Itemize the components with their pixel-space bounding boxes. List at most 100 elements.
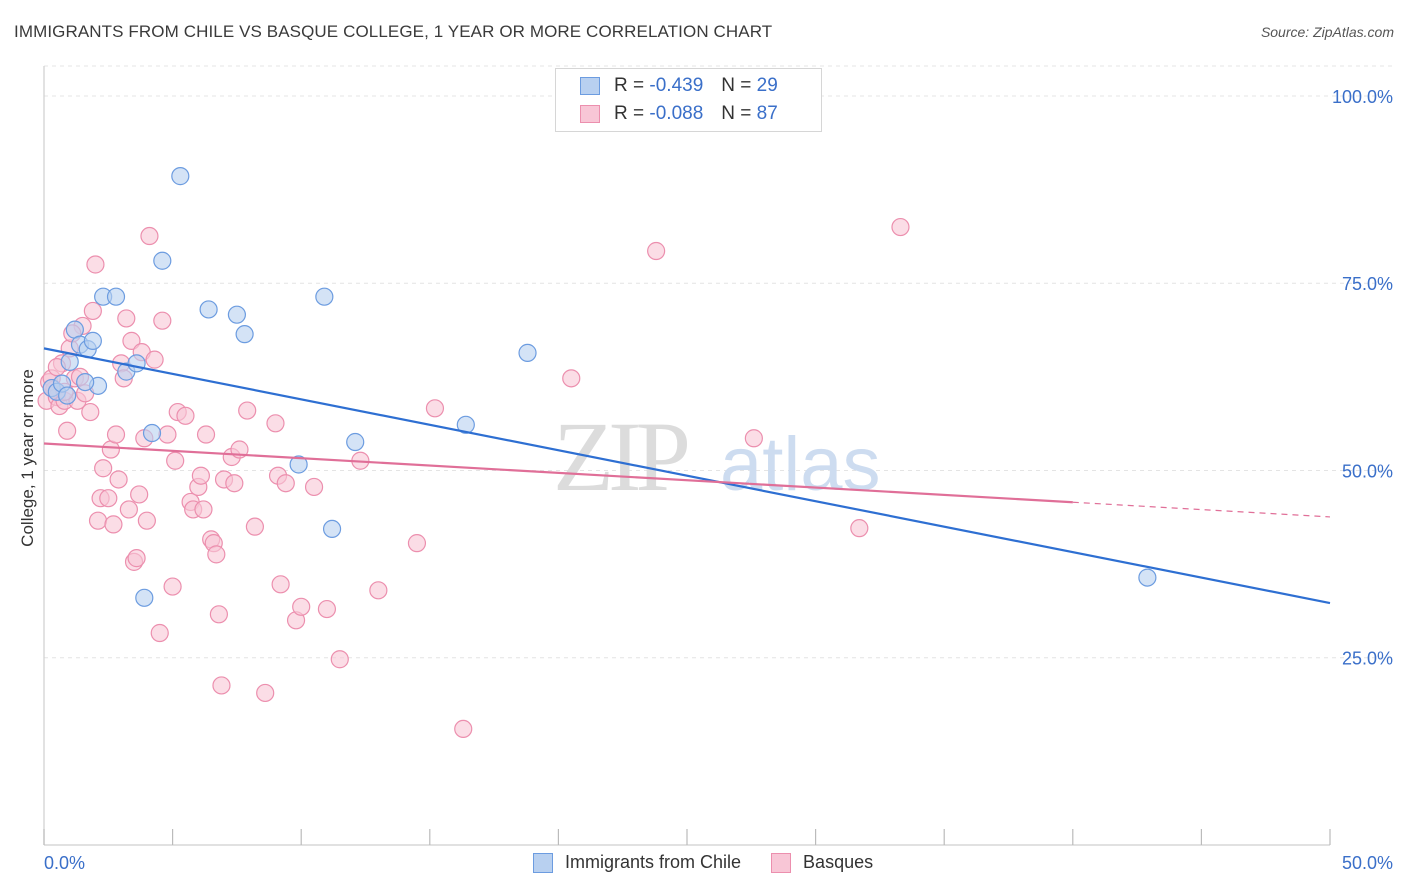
chile-trend-line: [43, 347, 1331, 605]
basque-point: [562, 369, 581, 388]
basque-point: [891, 217, 910, 237]
chile-point: [127, 354, 146, 373]
chile-point: [346, 432, 365, 452]
stats-row-basques: R = -0.088 N = 87: [580, 101, 778, 127]
stats-legend: R = -0.439 N = 29 R = -0.088 N = 87: [555, 68, 822, 132]
basque-point: [106, 425, 126, 444]
basque-point: [58, 421, 77, 440]
y-tick-label: 75.0%: [1342, 274, 1393, 294]
basque-point: [850, 519, 869, 538]
basque-point: [99, 489, 118, 508]
chile-point: [322, 519, 342, 539]
watermark-atlas: atlas: [720, 422, 881, 507]
basque-point: [158, 425, 177, 444]
basque-point: [647, 241, 666, 261]
basque-point: [196, 425, 216, 444]
y-axis-title: College, 1 year or more: [18, 369, 37, 547]
basque-point: [256, 683, 275, 703]
basque-point: [194, 500, 213, 519]
y-tick-label: 25.0%: [1342, 649, 1393, 669]
basque-point: [140, 226, 159, 246]
basque-point: [317, 599, 337, 619]
basque-point: [130, 485, 149, 504]
basque-point: [407, 534, 427, 553]
legend-label-basques: Basques: [803, 852, 874, 872]
axes: [43, 66, 1331, 846]
basque-point: [245, 517, 265, 536]
data-points: [37, 167, 1157, 738]
trend-lines: [43, 347, 1331, 605]
basque-point: [137, 511, 156, 530]
r-label: R =: [614, 103, 645, 124]
basque-point: [292, 597, 311, 616]
x-tick-label: 0.0%: [44, 853, 85, 873]
basque-point: [744, 429, 763, 448]
chile-point: [289, 455, 308, 474]
y-tick-label: 50.0%: [1342, 461, 1393, 481]
basque-trend-extension: [1072, 501, 1331, 518]
chile-point: [227, 305, 246, 324]
chile-point: [106, 287, 126, 306]
basque-point: [276, 474, 295, 493]
chile-point: [1138, 568, 1157, 587]
x-tick-label: 50.0%: [1342, 853, 1393, 873]
r-value: -0.439: [649, 75, 704, 96]
basque-point: [209, 605, 228, 624]
basque-point: [104, 515, 123, 534]
chart-title: IMMIGRANTS FROM CHILE VS BASQUE COLLEGE,…: [14, 22, 773, 41]
chile-point: [142, 423, 162, 443]
n-value: 29: [756, 75, 778, 96]
basque-point: [122, 331, 141, 350]
chile-point: [153, 251, 172, 270]
chile-point: [199, 300, 218, 319]
basque-point: [81, 402, 100, 422]
basque-point: [238, 401, 257, 420]
basque-point: [425, 399, 445, 418]
stats-row-chile: R = -0.439 N = 29: [580, 73, 778, 99]
chile-legend-swatch: [533, 852, 553, 873]
basques-legend-swatch: [771, 852, 792, 873]
legend-label-chile: Immigrants from Chile: [565, 852, 742, 872]
basque-point: [166, 451, 185, 470]
legend-item-chile[interactable]: Immigrants from Chile: [533, 852, 741, 873]
n-label: N =: [721, 103, 752, 124]
basques-swatch: [580, 105, 600, 123]
chile-point: [456, 415, 475, 434]
basque-point: [94, 459, 113, 478]
basque-point: [88, 511, 108, 530]
r-value: -0.088: [649, 103, 704, 124]
watermark-zip: ZIP: [553, 401, 687, 512]
grid-lines: [44, 65, 1392, 659]
basque-point: [127, 549, 146, 568]
basque-point: [369, 581, 388, 600]
chile-point: [58, 386, 77, 405]
basque-point: [119, 500, 138, 519]
chile-point: [135, 588, 154, 607]
basque-point: [225, 474, 244, 493]
basque-point: [153, 311, 172, 330]
basque-point: [266, 414, 285, 433]
y-tick-label: 100.0%: [1332, 87, 1393, 107]
basque-point: [207, 545, 226, 564]
basque-point: [117, 309, 136, 328]
watermark: ZIP atlas: [553, 401, 881, 512]
basque-point: [145, 350, 164, 369]
basque-point: [86, 255, 105, 274]
basque-point: [330, 650, 349, 669]
basque-point: [83, 301, 102, 321]
tick-labels: 25.0% 50.0% 75.0% 100.0% 0.0% 50.0%: [44, 87, 1393, 873]
basque-trend-line: [43, 442, 1073, 504]
basque-point: [191, 466, 210, 485]
n-value: 87: [756, 103, 778, 124]
basque-point: [109, 470, 128, 489]
chile-point: [83, 331, 102, 350]
basque-point: [271, 575, 290, 594]
basque-point: [176, 406, 195, 425]
chile-point: [518, 343, 537, 362]
legend-item-basques[interactable]: Basques: [771, 852, 873, 873]
chile-point: [76, 372, 95, 392]
chile-swatch: [580, 77, 600, 95]
basque-point: [304, 477, 324, 497]
basque-point: [454, 719, 473, 738]
